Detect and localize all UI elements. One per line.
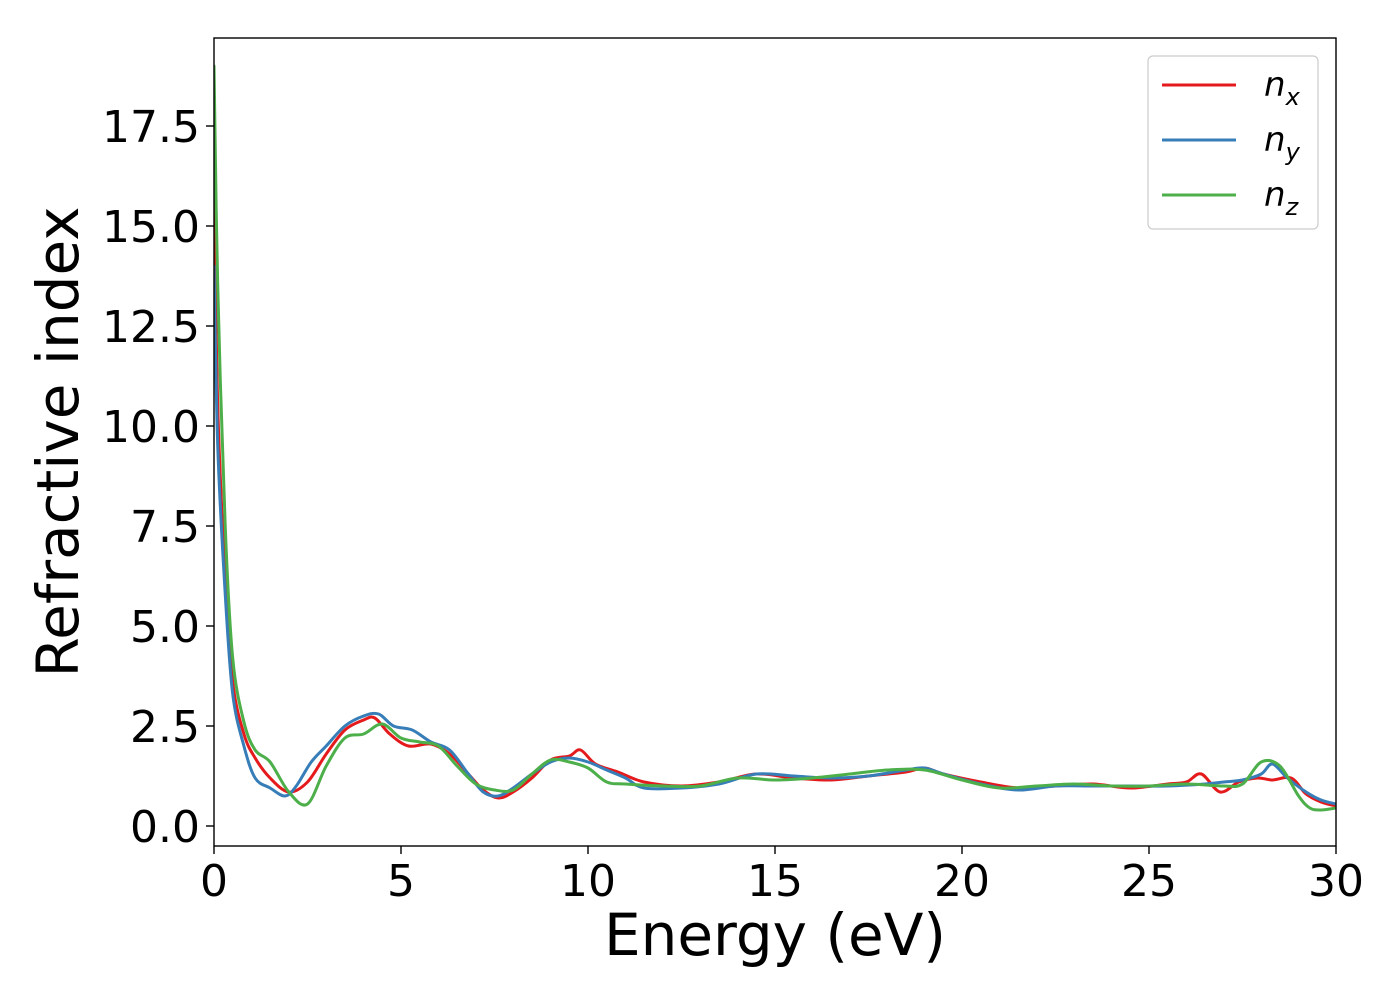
legend-label-ny: ny: [1264, 120, 1301, 166]
legend-label-nz: nz: [1264, 175, 1300, 221]
y-tick-label: 0.0: [130, 802, 200, 853]
y-tick-label: 15.0: [102, 202, 200, 253]
legend-frame: [1147, 55, 1319, 230]
x-tick-label: 0: [200, 856, 228, 907]
y-tick-label: 12.5: [102, 302, 200, 353]
series-line-nz: [214, 64, 1336, 812]
x-tick-label: 30: [1308, 856, 1364, 907]
legend-label-base: n: [1264, 175, 1286, 215]
x-tick-label: 10: [560, 856, 616, 907]
y-tick-label: 10.0: [102, 402, 200, 453]
y-tick-label: 17.5: [102, 102, 200, 153]
plot-frame: [213, 37, 1337, 847]
x-axis-ticks: 0 5 10 15 20 25 30: [200, 846, 1364, 907]
series-lines: [214, 64, 1336, 812]
legend-label-nx: nx: [1264, 65, 1301, 111]
x-axis-title: Energy (eV): [604, 901, 946, 969]
x-tick-label: 5: [387, 856, 415, 907]
x-tick-label: 15: [747, 856, 803, 907]
y-tick-label: 5.0: [130, 602, 200, 653]
y-tick-label: 7.5: [130, 502, 200, 553]
legend-label-subscript: z: [1285, 193, 1300, 221]
x-tick-label: 20: [934, 856, 990, 907]
legend-label-base: n: [1264, 65, 1286, 105]
y-tick-label: 2.5: [130, 702, 200, 753]
legend-label-subscript: x: [1285, 83, 1301, 111]
x-tick-label: 25: [1121, 856, 1177, 907]
legend-label-subscript: y: [1285, 138, 1301, 166]
legend-label-base: n: [1264, 120, 1286, 160]
y-axis-title: Refractive index: [24, 206, 92, 677]
y-axis-ticks: 0.0 2.5 5.0 7.5 10.0 12.5 15.0 17.5: [102, 102, 214, 853]
